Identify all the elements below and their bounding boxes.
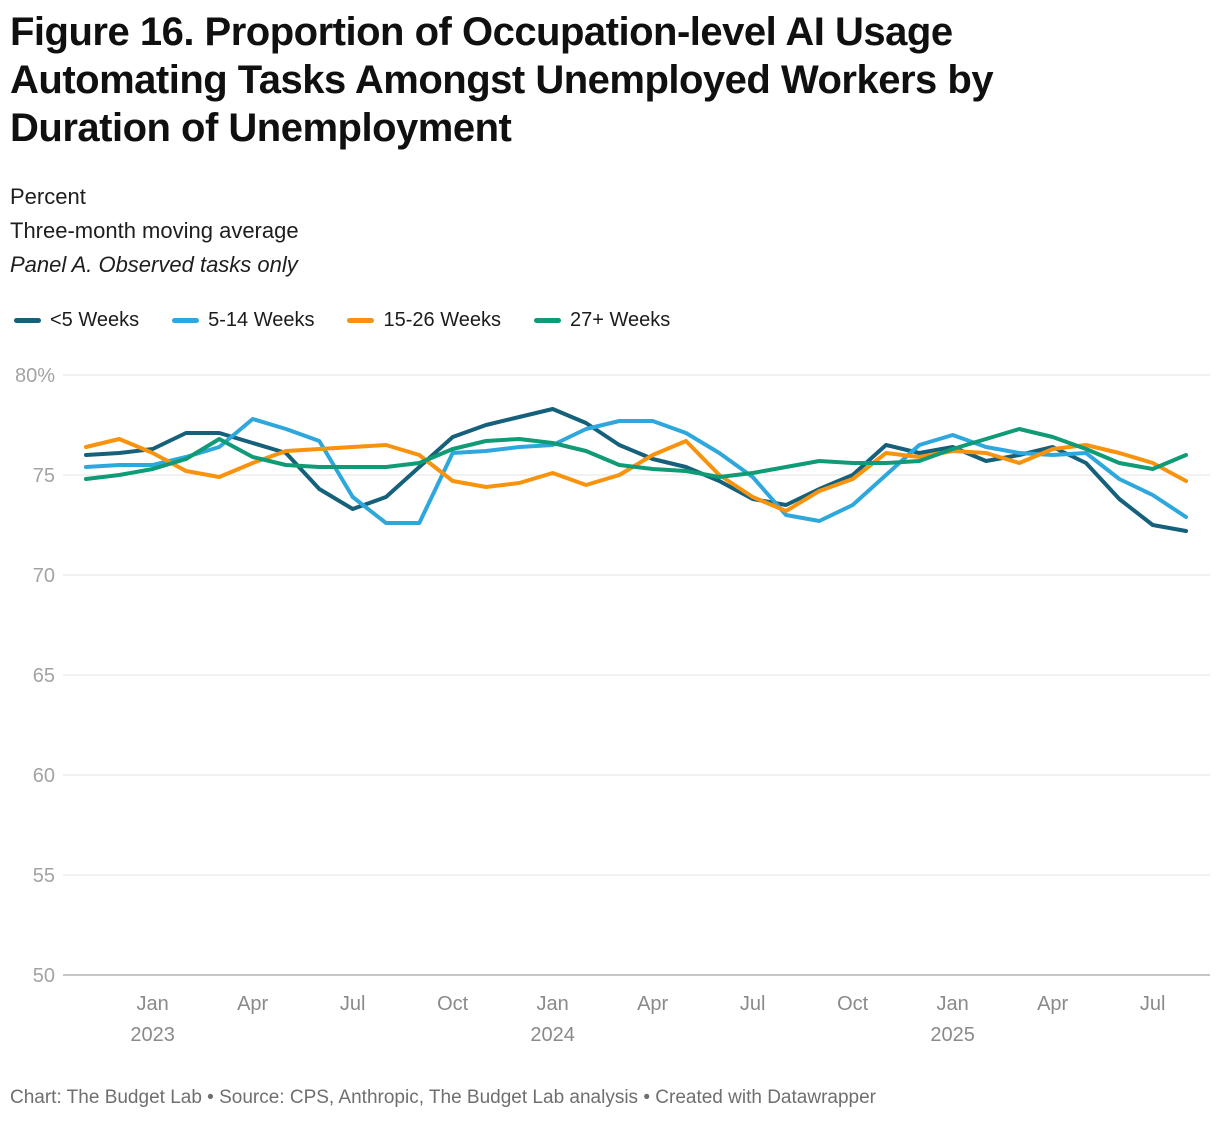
chart-title-line-3: Duration of Unemployment [10, 106, 512, 150]
y-axis-label-80: 80% [15, 365, 55, 387]
chart-title: Figure 16. Proportion of Occupation-leve… [10, 8, 994, 152]
legend-item-5-14-weeks: 5-14 Weeks [172, 309, 314, 332]
y-axis-label-65: 65 [33, 665, 55, 687]
x-axis-label-apr: Apr [637, 993, 668, 1015]
legend-swatch-icon [347, 318, 375, 323]
y-axis-label-60: 60 [33, 765, 55, 787]
legend-label: 27+ Weeks [569, 309, 671, 331]
y-axis-label-50: 50 [33, 965, 55, 987]
chart-title-line-2: Automating Tasks Amongst Unemployed Work… [10, 58, 994, 102]
x-axis-label-apr: Apr [1037, 993, 1068, 1015]
subtitle-panel: Panel A. Observed tasks only [10, 252, 298, 277]
legend-item-15-26-weeks: 15-26 Weeks [347, 309, 501, 332]
legend-label: 5-14 Weeks [208, 309, 315, 331]
y-axis-label-70: 70 [33, 565, 55, 587]
x-axis-label-oct: Oct [437, 993, 469, 1015]
chart-title-line-1: Figure 16. Proportion of Occupation-leve… [10, 10, 953, 54]
legend-label: 15-26 Weeks [383, 309, 501, 331]
chart-subtitle: Percent Three-month moving average Panel… [10, 180, 299, 282]
legend-item--5-weeks: <5 Weeks [14, 309, 139, 332]
series-line--5-weeks [84, 407, 1188, 533]
legend-label: <5 Weeks [50, 309, 140, 331]
x-axis-label-jul: Jul [740, 993, 766, 1015]
x-axis-label-jul: Jul [340, 993, 366, 1015]
x-axis-year-2025: 2025 [930, 1024, 975, 1046]
subtitle-smoothing: Three-month moving average [10, 218, 299, 243]
x-axis-label-jan2023: Jan [137, 993, 169, 1015]
legend-item-27-weeks: 27+ Weeks [533, 309, 671, 332]
x-axis-label-apr: Apr [237, 993, 268, 1015]
x-axis-year-2024: 2024 [530, 1024, 575, 1046]
y-axis-label-75: 75 [33, 465, 55, 487]
x-axis-label-oct: Oct [837, 993, 869, 1015]
x-axis-label-jul: Jul [1140, 993, 1166, 1015]
legend-swatch-icon [172, 318, 200, 323]
legend: <5 Weeks 5-14 Weeks 15-26 Weeks 27+ Weeks [14, 309, 670, 332]
x-axis-label-jan2024: Jan [537, 993, 569, 1015]
subtitle-units: Percent [10, 184, 86, 209]
chart-footer-credit: Chart: The Budget Lab • Source: CPS, Ant… [10, 1087, 876, 1108]
x-axis-year-2023: 2023 [130, 1024, 175, 1046]
series-line-5-14-weeks [84, 417, 1188, 525]
y-axis-label-55: 55 [33, 865, 55, 887]
legend-swatch-icon [14, 318, 41, 323]
series-line-27-weeks [84, 427, 1188, 481]
x-axis-label-jan2025: Jan [937, 993, 969, 1015]
legend-swatch-icon [533, 318, 561, 323]
